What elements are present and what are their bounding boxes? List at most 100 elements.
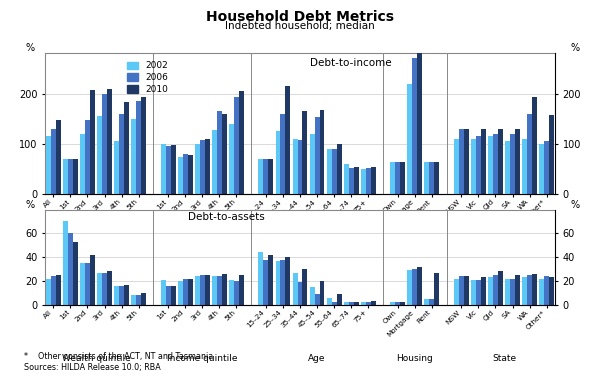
Text: *    Other consists of the ACT, NT and Tasmania
Sources: HILDA Release 10.0; RBA: * Other consists of the ACT, NT and Tasm… [24, 352, 213, 372]
Bar [85, 263, 90, 305]
Bar [505, 279, 510, 305]
Bar [73, 242, 78, 305]
Bar [131, 119, 136, 194]
Bar [280, 114, 286, 194]
Bar [424, 162, 430, 194]
Bar [522, 139, 527, 194]
Bar [293, 139, 298, 194]
Bar [170, 286, 176, 305]
Bar [229, 280, 234, 305]
Bar [454, 139, 459, 194]
Bar [391, 162, 395, 194]
Bar [161, 144, 166, 194]
Bar [68, 233, 73, 305]
Bar [424, 299, 430, 305]
Bar [395, 162, 400, 194]
Bar [170, 146, 176, 194]
Bar [90, 255, 95, 305]
Bar [544, 141, 549, 194]
Bar [337, 294, 341, 305]
Bar [417, 267, 422, 305]
Bar [412, 269, 417, 305]
Text: Income quintile: Income quintile [167, 354, 238, 363]
Bar [222, 274, 227, 305]
Bar [234, 97, 239, 194]
Bar [454, 279, 459, 305]
Bar [217, 276, 222, 305]
Text: Debt-to-assets: Debt-to-assets [188, 212, 265, 223]
Bar [280, 259, 286, 305]
Bar [353, 166, 359, 194]
Bar [430, 162, 434, 194]
Bar [51, 276, 56, 305]
Bar [459, 129, 464, 194]
Bar [310, 287, 314, 305]
Text: Wealth quintile: Wealth quintile [62, 354, 130, 363]
Legend: 2002, 2006, 2010: 2002, 2006, 2010 [124, 58, 172, 98]
Bar [498, 129, 503, 194]
Bar [56, 275, 61, 305]
Bar [119, 286, 124, 305]
Bar [532, 274, 537, 305]
Bar [314, 117, 320, 194]
Bar [510, 279, 515, 305]
Bar [178, 281, 183, 305]
Bar [102, 273, 107, 305]
Bar [80, 134, 85, 194]
Y-axis label: %: % [25, 200, 34, 210]
Bar [532, 97, 537, 194]
Bar [46, 279, 51, 305]
Bar [63, 221, 68, 305]
Bar [298, 282, 302, 305]
Text: Debt-to-income: Debt-to-income [310, 58, 392, 67]
Bar [293, 273, 298, 305]
Bar [476, 136, 481, 194]
Bar [239, 91, 244, 194]
Bar [539, 279, 544, 305]
Bar [527, 275, 532, 305]
Bar [320, 281, 325, 305]
Bar [395, 303, 400, 305]
Bar [391, 303, 395, 305]
Bar [97, 116, 102, 194]
Bar [464, 129, 469, 194]
Bar [434, 273, 439, 305]
Bar [183, 279, 188, 305]
Bar [353, 303, 359, 305]
Bar [434, 162, 439, 194]
Bar [161, 280, 166, 305]
Bar [549, 115, 554, 194]
Bar [222, 114, 227, 194]
Bar [263, 259, 268, 305]
Bar [366, 168, 371, 194]
Bar [476, 280, 481, 305]
Bar [80, 263, 85, 305]
Bar [217, 111, 222, 194]
Bar [259, 252, 263, 305]
Bar [239, 275, 244, 305]
Bar [234, 281, 239, 305]
Bar [63, 159, 68, 194]
Bar [178, 157, 183, 194]
Bar [85, 120, 90, 194]
Y-axis label: %: % [571, 200, 580, 210]
Bar [327, 149, 332, 194]
Bar [51, 129, 56, 194]
Bar [522, 277, 527, 305]
Bar [298, 140, 302, 194]
Bar [107, 271, 112, 305]
Bar [493, 275, 498, 305]
Bar [200, 275, 205, 305]
Bar [259, 159, 263, 194]
Bar [114, 141, 119, 194]
Bar [371, 166, 376, 194]
Bar [90, 90, 95, 194]
Bar [268, 255, 273, 305]
Bar [481, 277, 486, 305]
Bar [141, 293, 146, 305]
Bar [493, 134, 498, 194]
Bar [407, 83, 412, 194]
Bar [114, 286, 119, 305]
Bar [332, 303, 337, 305]
Bar [119, 114, 124, 194]
